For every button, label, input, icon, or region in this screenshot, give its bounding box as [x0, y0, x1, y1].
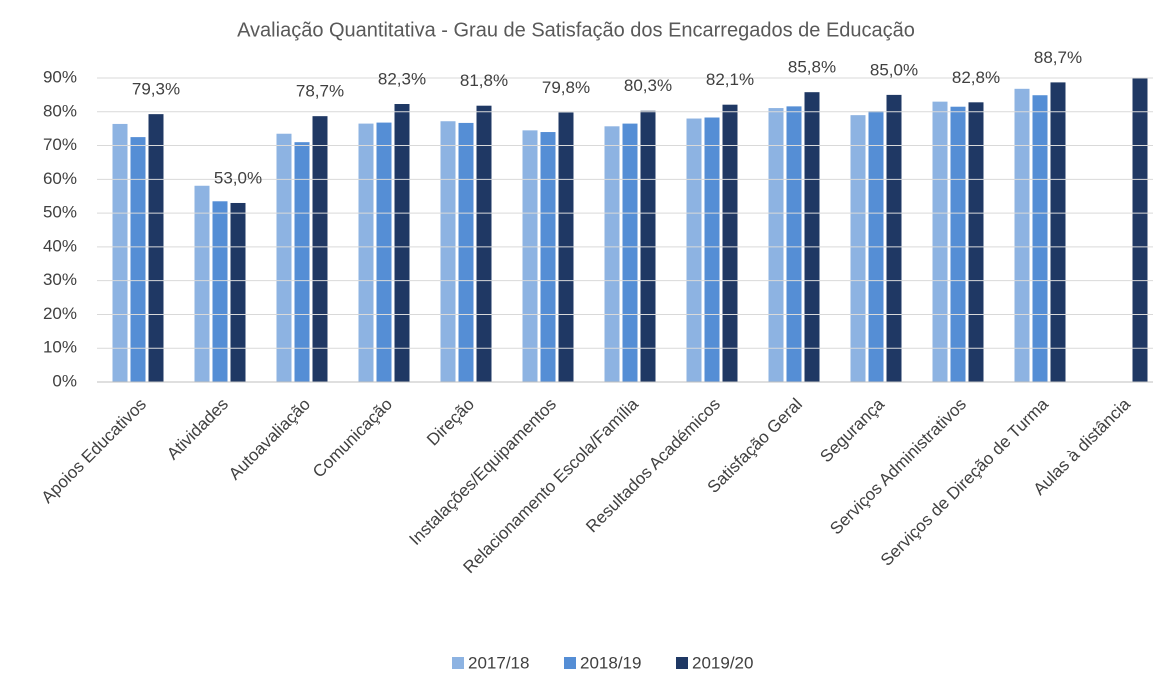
bar [704, 117, 720, 383]
bar [112, 123, 128, 382]
bar [440, 121, 456, 382]
plot-area [112, 78, 1148, 383]
data-label: 81,8% [460, 71, 508, 90]
x-tick-label: Autoavaliação [225, 395, 314, 484]
data-label: 88,7% [1034, 48, 1082, 67]
x-tick-label: Comunicação [309, 395, 396, 482]
y-tick-label: 30% [43, 270, 77, 289]
bar [376, 122, 392, 382]
x-tick-label: Resultados Académicos [582, 395, 724, 537]
bar [522, 130, 538, 382]
y-tick-label: 0% [52, 371, 77, 390]
x-tick-label: Atividades [163, 395, 232, 464]
data-label: 53,0% [214, 168, 262, 187]
bar [968, 102, 984, 382]
x-tick-label: Serviços de Direção de Turma [877, 394, 1053, 570]
data-label: 82,1% [706, 70, 754, 89]
bar [312, 116, 328, 383]
bar [394, 104, 410, 383]
legend-label: 2019/20 [692, 653, 753, 672]
bar [358, 123, 374, 382]
x-tick-label: Serviços Administrativos [826, 395, 970, 539]
x-tick-label: Segurança [816, 394, 888, 466]
bar [604, 126, 620, 383]
bar [230, 202, 246, 382]
legend-label: 2018/19 [580, 653, 641, 672]
data-label: 82,3% [378, 69, 426, 88]
bar [1132, 78, 1148, 382]
legend-swatch [676, 657, 688, 669]
legend-swatch [564, 657, 576, 669]
data-label: 78,7% [296, 82, 344, 101]
data-label: 80,3% [624, 76, 672, 95]
bar [950, 106, 966, 382]
x-tick-label: Direção [423, 395, 478, 450]
bar [194, 185, 210, 382]
bar [1050, 82, 1066, 382]
x-tick-label: Instalações/Equipamentos [406, 395, 560, 549]
bar [148, 114, 164, 383]
y-tick-label: 50% [43, 203, 77, 222]
y-tick-label: 10% [43, 338, 77, 357]
bar [130, 137, 146, 382]
chart-title: Avaliação Quantitativa - Grau de Satisfa… [237, 19, 915, 41]
x-tick-label: Apoios Educativos [38, 395, 150, 507]
bar [786, 106, 802, 382]
data-label: 85,0% [870, 60, 918, 79]
legend-label: 2017/18 [468, 653, 529, 672]
bar [686, 118, 702, 383]
y-tick-label: 70% [43, 135, 77, 154]
bar [640, 110, 656, 383]
bar [768, 108, 784, 382]
bar [540, 132, 556, 382]
bar [1014, 88, 1030, 382]
y-tick-label: 60% [43, 169, 77, 188]
y-tick-label: 90% [43, 67, 77, 86]
y-tick-label: 40% [43, 236, 77, 255]
bar [276, 133, 292, 382]
legend-swatch [452, 657, 464, 669]
x-tick-label: Relacionamento Escola/Família [460, 394, 643, 577]
bar [804, 92, 820, 382]
data-label: 82,8% [952, 68, 1000, 87]
bar [458, 122, 474, 383]
bar [212, 201, 228, 382]
bar [294, 142, 310, 382]
data-label: 79,8% [542, 78, 590, 97]
y-tick-label: 80% [43, 101, 77, 120]
y-tick-label: 20% [43, 304, 77, 323]
bar [622, 123, 638, 382]
data-label: 79,3% [132, 80, 180, 99]
bar [476, 105, 492, 382]
bar [722, 104, 738, 382]
bar [932, 101, 948, 383]
data-label: 85,8% [788, 58, 836, 77]
bar [850, 115, 866, 383]
bar [1032, 95, 1048, 382]
bar [886, 94, 902, 382]
